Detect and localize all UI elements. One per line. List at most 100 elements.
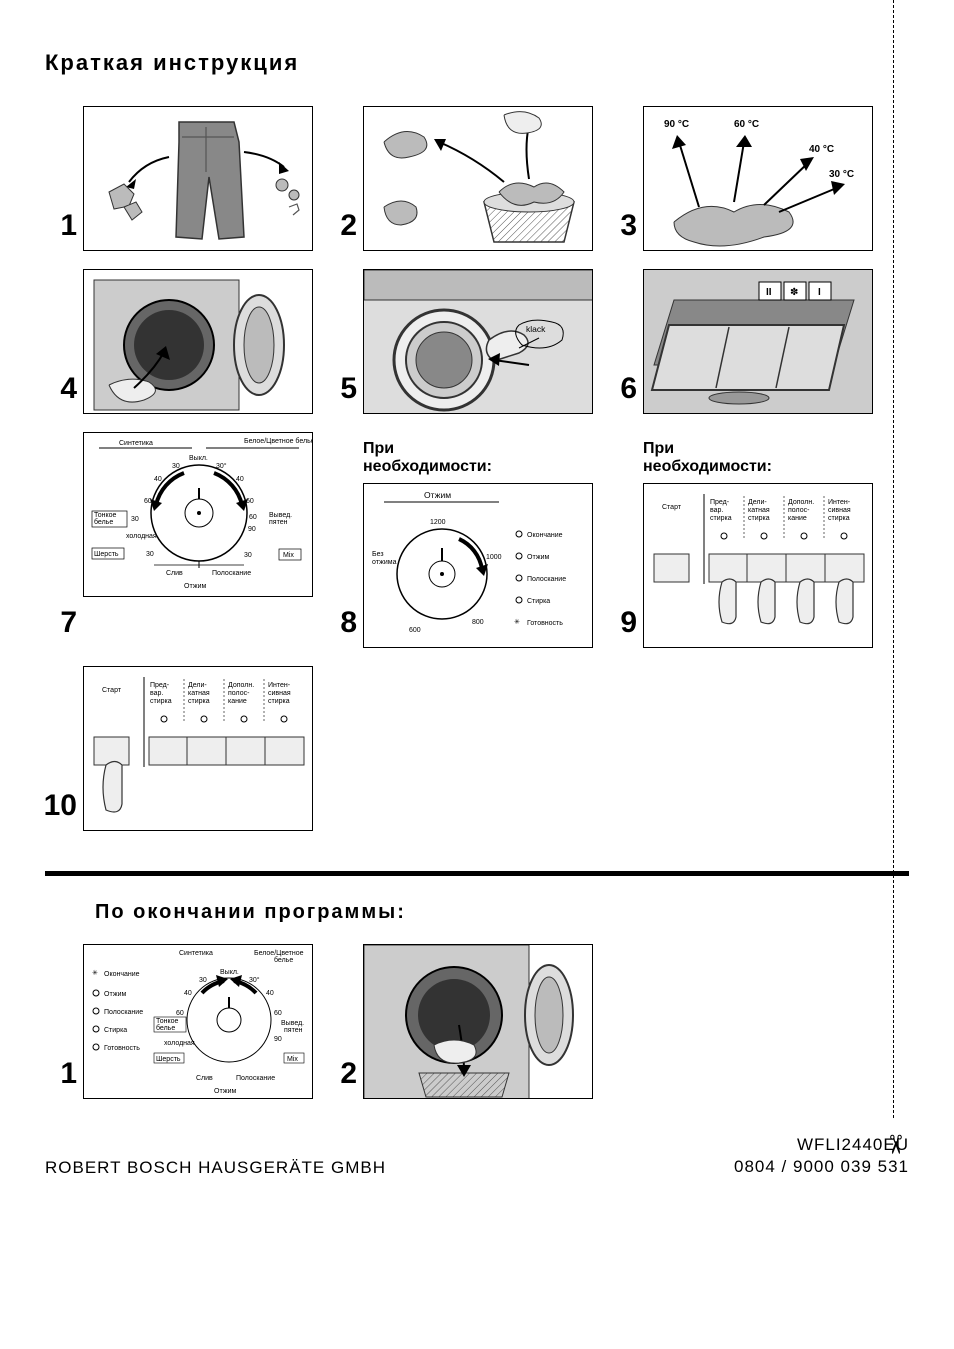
svg-text:Отжим: Отжим [214,1088,236,1095]
svg-text:вар.: вар. [710,507,723,514]
svg-text:Старт: Старт [662,504,682,511]
step-number: 6 [603,372,637,406]
svg-text:30°: 30° [216,462,227,470]
svg-text:Готовность: Готовность [104,1045,140,1052]
svg-text:Выкл.: Выкл. [220,969,239,976]
step-number: 2 [323,209,357,243]
step-number: 1 [43,1057,77,1091]
step-9-figure: Старт Пред- вар. стирка Дели- катная сти… [643,483,873,648]
step-number: 4 [43,372,77,406]
svg-text:полос-: полос- [228,690,250,697]
svg-text:стирка: стирка [710,515,732,522]
svg-text:Отжим: Отжим [424,490,451,500]
svg-text:стирка: стирка [828,515,850,522]
svg-text:30 °C: 30 °C [829,169,854,180]
svg-text:90: 90 [274,1036,282,1043]
svg-text:Стирка: Стирка [104,1027,127,1034]
caption-if-needed-8: При необходимости: [363,440,595,477]
step-10: 10 Старт Пред- вар. стирка Дели- катная … [45,666,315,831]
svg-text:Слив: Слив [166,570,183,577]
svg-text:Окончание: Окончание [104,971,140,978]
svg-text:600: 600 [409,627,421,634]
svg-text:катная: катная [188,690,210,697]
svg-text:40: 40 [154,476,162,483]
step-7-figure: Синтетика Белое/Цветное белье Выкл. 30 4… [83,432,313,597]
step-8: При необходимости: 8 Отжим 1200 1000 800… [325,432,595,648]
step-4: 4 [45,269,315,414]
svg-text:Тонкое: Тонкое [156,1018,179,1025]
svg-text:Синтетика: Синтетика [119,440,153,447]
step-8-figure: Отжим 1200 1000 800 600 Безотжима Оконча… [363,483,593,648]
svg-text:60: 60 [249,514,257,521]
end-step-1: 1 ✳ Окончание Отжим Полоскание Стирка Го… [45,944,315,1099]
svg-text:30: 30 [199,977,207,984]
end-step-2: 2 [325,944,595,1099]
svg-text:30: 30 [131,516,139,523]
svg-text:Тонкоебелье: Тонкоебелье [94,512,117,526]
svg-text:40: 40 [184,990,192,997]
step-9: При необходимости: 9 Старт Пред- вар. ст… [605,432,875,648]
svg-text:кание: кание [228,698,247,705]
divider [45,871,909,876]
step-6: 6 II ✽ I [605,269,875,414]
svg-text:Дополн.: Дополн. [788,499,814,506]
svg-text:40 °C: 40 °C [809,144,834,155]
step-number: 2 [323,1057,357,1091]
scissors-icon: ✂ [880,1134,911,1156]
svg-text:Отжим: Отжим [104,991,126,998]
end-step-2-figure [363,944,593,1099]
svg-text:30: 30 [244,552,252,559]
svg-text:белье: белье [156,1024,175,1032]
svg-text:Шерсть: Шерсть [156,1056,181,1063]
svg-text:30°: 30° [249,976,260,984]
svg-text:сивная: сивная [828,507,851,514]
footer-code: 0804 / 9000 039 531 [734,1156,909,1178]
svg-text:Пред-: Пред- [150,682,170,689]
step-1-figure [83,106,313,251]
svg-text:90 °C: 90 °C [664,119,689,130]
svg-text:30: 30 [172,463,180,470]
svg-text:1200: 1200 [430,519,446,526]
svg-text:60: 60 [144,498,152,505]
svg-text:✳: ✳ [514,618,520,626]
svg-text:стирка: стирка [150,698,172,705]
svg-text:стирка: стирка [268,698,290,705]
svg-text:Отжим: Отжим [527,554,549,561]
step-7: 7 Синтетика Белое/Цветное белье Выкл. 30… [45,432,315,648]
svg-text:Белое/Цветное белье: Белое/Цветное белье [244,437,313,445]
svg-text:Слив: Слив [196,1075,213,1082]
svg-text:Синтетика: Синтетика [179,950,213,957]
svg-text:I: I [818,287,821,298]
svg-text:Отжим: Отжим [184,583,206,590]
page-title: Краткая инструкция [45,50,909,76]
svg-text:Полоскание: Полоскание [236,1075,275,1082]
svg-text:Вывед.пятен: Вывед.пятен [269,512,292,526]
svg-text:сивная: сивная [268,690,291,697]
step-number: 3 [603,209,637,243]
step-number: 1 [43,209,77,243]
svg-text:II: II [766,287,772,298]
svg-text:60: 60 [246,498,254,505]
footer: ROBERT BOSCH HAUSGERÄTE GMBH WFLI2440EU … [45,1134,909,1178]
svg-text:пятен: пятен [284,1027,303,1034]
svg-text:✳: ✳ [92,969,98,977]
step-4-figure [83,269,313,414]
section-title-end: По окончании программы: [95,901,909,924]
svg-text:Готовность: Готовность [527,620,563,627]
svg-text:Выкл.: Выкл. [189,455,208,462]
svg-text:Старт: Старт [102,687,122,694]
svg-text:Интен-: Интен- [828,499,851,506]
svg-text:✽: ✽ [790,287,798,298]
svg-text:холодная: холодная [126,533,157,540]
step-number: 10 [43,789,77,823]
svg-text:полос-: полос- [788,507,810,514]
svg-text:30: 30 [146,551,154,558]
step-number: 9 [603,606,637,640]
svg-text:Безотжима: Безотжима [372,551,397,566]
svg-text:вар.: вар. [150,690,163,697]
step-2-figure [363,106,593,251]
svg-text:90: 90 [248,526,256,533]
svg-text:стирка: стирка [188,698,210,705]
step-number: 5 [323,372,357,406]
svg-text:Интен-: Интен- [268,682,291,689]
